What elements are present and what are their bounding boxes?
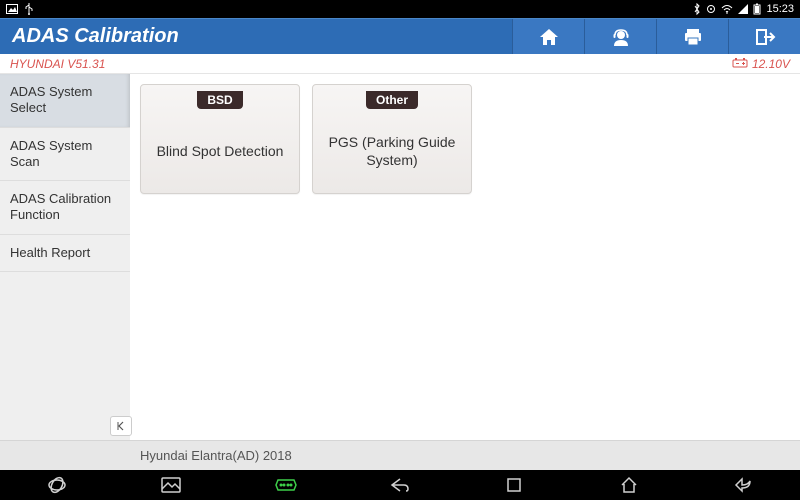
home-button[interactable] [512, 19, 584, 54]
vehicle-name: Hyundai Elantra(AD) 2018 [140, 448, 292, 463]
signal-icon [738, 4, 748, 14]
system-card[interactable]: BSD Blind Spot Detection [140, 84, 300, 194]
main-area: ADAS System SelectADAS System ScanADAS C… [0, 74, 800, 440]
sidebar-item[interactable]: ADAS Calibration Function [0, 181, 130, 235]
support-button[interactable] [584, 19, 656, 54]
system-card[interactable]: Other PGS (Parking Guide System) [312, 84, 472, 194]
exit-button[interactable] [728, 19, 800, 54]
wifi-icon [721, 4, 733, 14]
android-status-bar: 15:23 [0, 0, 800, 18]
android-nav-bar [0, 470, 800, 500]
card-label: Blind Spot Detection [157, 142, 284, 160]
page-title: ADAS Calibration [0, 25, 512, 48]
vehicle-version: HYUNDAI V51.31 [10, 57, 105, 71]
sidebar-item[interactable]: Health Report [0, 235, 130, 272]
voltage-value: 12.10V [752, 57, 790, 71]
picture-icon [6, 4, 18, 14]
sidebar: ADAS System SelectADAS System ScanADAS C… [0, 74, 130, 440]
card-badge: Other [366, 91, 418, 109]
print-button[interactable] [656, 19, 728, 54]
sidebar-item[interactable]: ADAS System Select [0, 74, 130, 128]
info-strip: HYUNDAI V51.31 12.10V [0, 54, 800, 74]
gallery-icon[interactable] [156, 470, 186, 500]
vehicle-info-bar: Hyundai Elantra(AD) 2018 [0, 440, 800, 470]
sidebar-item[interactable]: ADAS System Scan [0, 128, 130, 182]
battery-icon [753, 3, 761, 15]
card-label: PGS (Parking Guide System) [321, 133, 463, 169]
browser-icon[interactable] [42, 470, 72, 500]
home-icon[interactable] [614, 470, 644, 500]
location-icon [706, 4, 716, 14]
usb-icon [24, 3, 34, 15]
content-area: BSD Blind Spot Detection Other PGS (Parking… [130, 74, 800, 440]
battery-car-icon [732, 57, 748, 71]
nav-back-icon[interactable] [728, 470, 758, 500]
card-badge: BSD [197, 91, 242, 109]
status-time: 15:23 [766, 3, 794, 15]
diagnostic-icon[interactable] [271, 470, 301, 500]
recent-apps-icon[interactable] [499, 470, 529, 500]
back-icon[interactable] [385, 470, 415, 500]
bluetooth-icon [693, 3, 701, 15]
sidebar-collapse-button[interactable] [110, 416, 132, 436]
app-header: ADAS Calibration [0, 18, 800, 54]
